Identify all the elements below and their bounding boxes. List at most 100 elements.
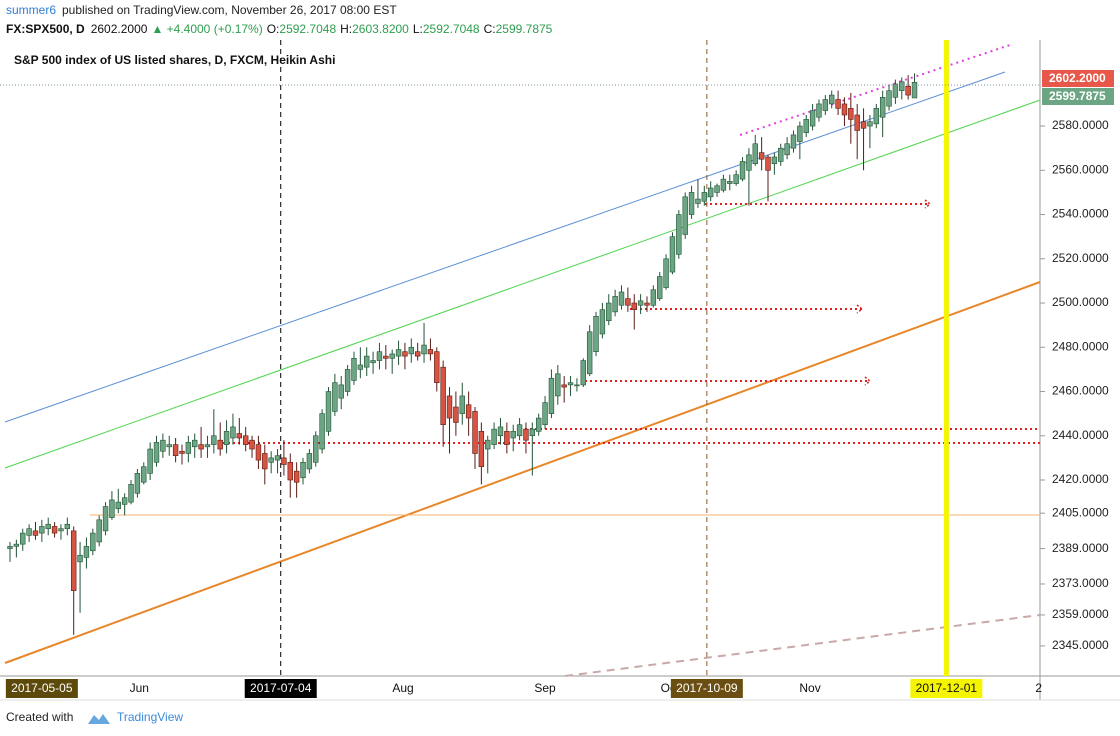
candle-body <box>287 462 293 481</box>
candle-body <box>344 369 351 392</box>
candle-body <box>39 526 45 534</box>
trendline-orange <box>4 281 1041 664</box>
x-tick-label: 2 <box>1035 681 1042 695</box>
candle-body <box>676 214 682 255</box>
logo-icon <box>88 714 110 724</box>
candle-body <box>96 519 102 543</box>
candle-body <box>293 470 300 483</box>
candle-body <box>255 444 262 461</box>
y-tick-label: 2405.0000 <box>1052 505 1109 519</box>
candle-body <box>45 523 51 529</box>
x-tick-box <box>910 679 983 698</box>
candle-body <box>217 439 223 450</box>
candle-body <box>727 181 733 184</box>
trendline-green <box>4 99 1041 469</box>
price-label: 2599.7875 <box>1049 89 1106 103</box>
candle-body <box>886 90 892 107</box>
candle-body <box>427 349 434 355</box>
candle-body <box>637 300 644 306</box>
candle-body <box>701 192 708 202</box>
candle-body <box>695 198 701 204</box>
candle-body <box>580 360 586 386</box>
candle-body <box>478 431 485 468</box>
y-tick-label: 2480.0000 <box>1052 339 1109 353</box>
header-part: O: <box>267 22 280 36</box>
x-tick-label: 2017-05-05 <box>11 681 73 695</box>
header-part: H: <box>340 22 352 36</box>
candle-body <box>32 530 39 536</box>
y-tick-label: 2460.0000 <box>1052 384 1109 398</box>
candle-body <box>160 439 166 452</box>
candle-body <box>714 185 720 193</box>
candle-body <box>516 424 523 437</box>
candle-body <box>172 444 179 456</box>
header-part: 2592.7048 <box>279 22 336 36</box>
candle-body <box>797 125 803 142</box>
candle-body <box>854 114 860 131</box>
price-label-box <box>1042 70 1114 87</box>
header-part: L: <box>413 22 423 36</box>
candle-body <box>911 81 918 99</box>
y-tick-label: 2500.0000 <box>1052 295 1109 309</box>
candle-body <box>364 355 370 368</box>
candle-body <box>13 543 20 547</box>
candle-body <box>529 428 536 437</box>
candle-body <box>153 442 160 463</box>
candle-body <box>892 83 899 98</box>
footer-brand[interactable]: TradingView <box>117 710 183 724</box>
candle-body <box>491 428 497 445</box>
candle-body <box>606 302 612 322</box>
candle-body <box>535 417 542 432</box>
candle-body <box>574 384 580 387</box>
candle-body <box>822 99 829 111</box>
candle-body <box>612 296 618 313</box>
candle-body <box>485 439 491 450</box>
candle-body <box>115 501 121 510</box>
y-tick-label: 2580.0000 <box>1052 118 1109 132</box>
candle-body <box>758 152 765 160</box>
price-label-box <box>1042 88 1114 105</box>
candle-body <box>357 364 364 370</box>
x-tick-box <box>5 679 78 698</box>
candle-body <box>459 395 465 414</box>
candle-body <box>497 426 504 437</box>
header-part: C: <box>484 22 496 36</box>
published: published on TradingView.com, November 2… <box>62 3 397 17</box>
candle-body <box>185 442 192 454</box>
candle-body <box>688 192 695 215</box>
candle-body <box>230 426 236 439</box>
candle-body <box>542 402 548 425</box>
candle-body <box>325 391 332 432</box>
y-tick-label: 2389.0000 <box>1052 541 1109 555</box>
tv-logo[interactable] <box>88 714 110 724</box>
candle-body <box>663 258 669 288</box>
candle-body <box>51 526 58 534</box>
candle-body <box>332 382 338 412</box>
candle-body <box>465 404 472 419</box>
candle-body <box>134 473 141 494</box>
candle-body <box>555 373 561 397</box>
candle-body <box>873 108 879 125</box>
candle-body <box>586 331 593 375</box>
candle-body <box>548 377 555 414</box>
candle-body <box>867 121 873 127</box>
candle-body <box>733 174 739 184</box>
y-tick-label: 2540.0000 <box>1052 207 1109 221</box>
candle-body <box>567 382 574 386</box>
author[interactable]: summer6 <box>6 3 56 17</box>
candle-body <box>128 484 134 503</box>
candle-body <box>262 453 268 470</box>
candle-body <box>752 143 758 164</box>
candle-body <box>274 455 281 461</box>
candle-body <box>236 433 243 439</box>
x-tick-label: Jun <box>130 681 149 695</box>
candle-body <box>383 355 389 359</box>
trendline-pink <box>564 614 1041 677</box>
candle-body <box>198 444 204 450</box>
candle-body <box>306 453 313 470</box>
candle-body <box>618 291 625 306</box>
candle-body <box>434 351 440 383</box>
candle-body <box>83 546 90 558</box>
candle-body <box>313 435 319 463</box>
candle-body <box>395 349 402 357</box>
